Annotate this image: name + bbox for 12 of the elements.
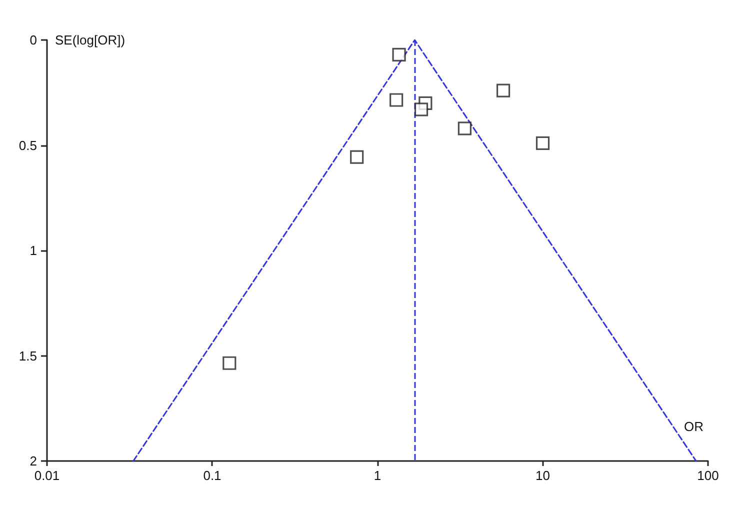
- y-tick-label: 1.5: [18, 348, 37, 364]
- x-tick-label: 1: [374, 468, 382, 483]
- x-axis-title: OR: [684, 419, 704, 434]
- x-tick-label: 10: [536, 468, 550, 483]
- y-tick-label: 0.5: [18, 138, 37, 153]
- x-tick-label: 0.1: [203, 468, 222, 483]
- y-axis-title: SE(log[OR]): [55, 32, 126, 48]
- y-tick-label: 0: [30, 32, 37, 48]
- y-tick-label: 1: [30, 243, 37, 258]
- y-tick-label: 2: [30, 454, 37, 468]
- x-tick-label: 100: [697, 468, 719, 483]
- x-tick-label: 0.01: [34, 468, 60, 483]
